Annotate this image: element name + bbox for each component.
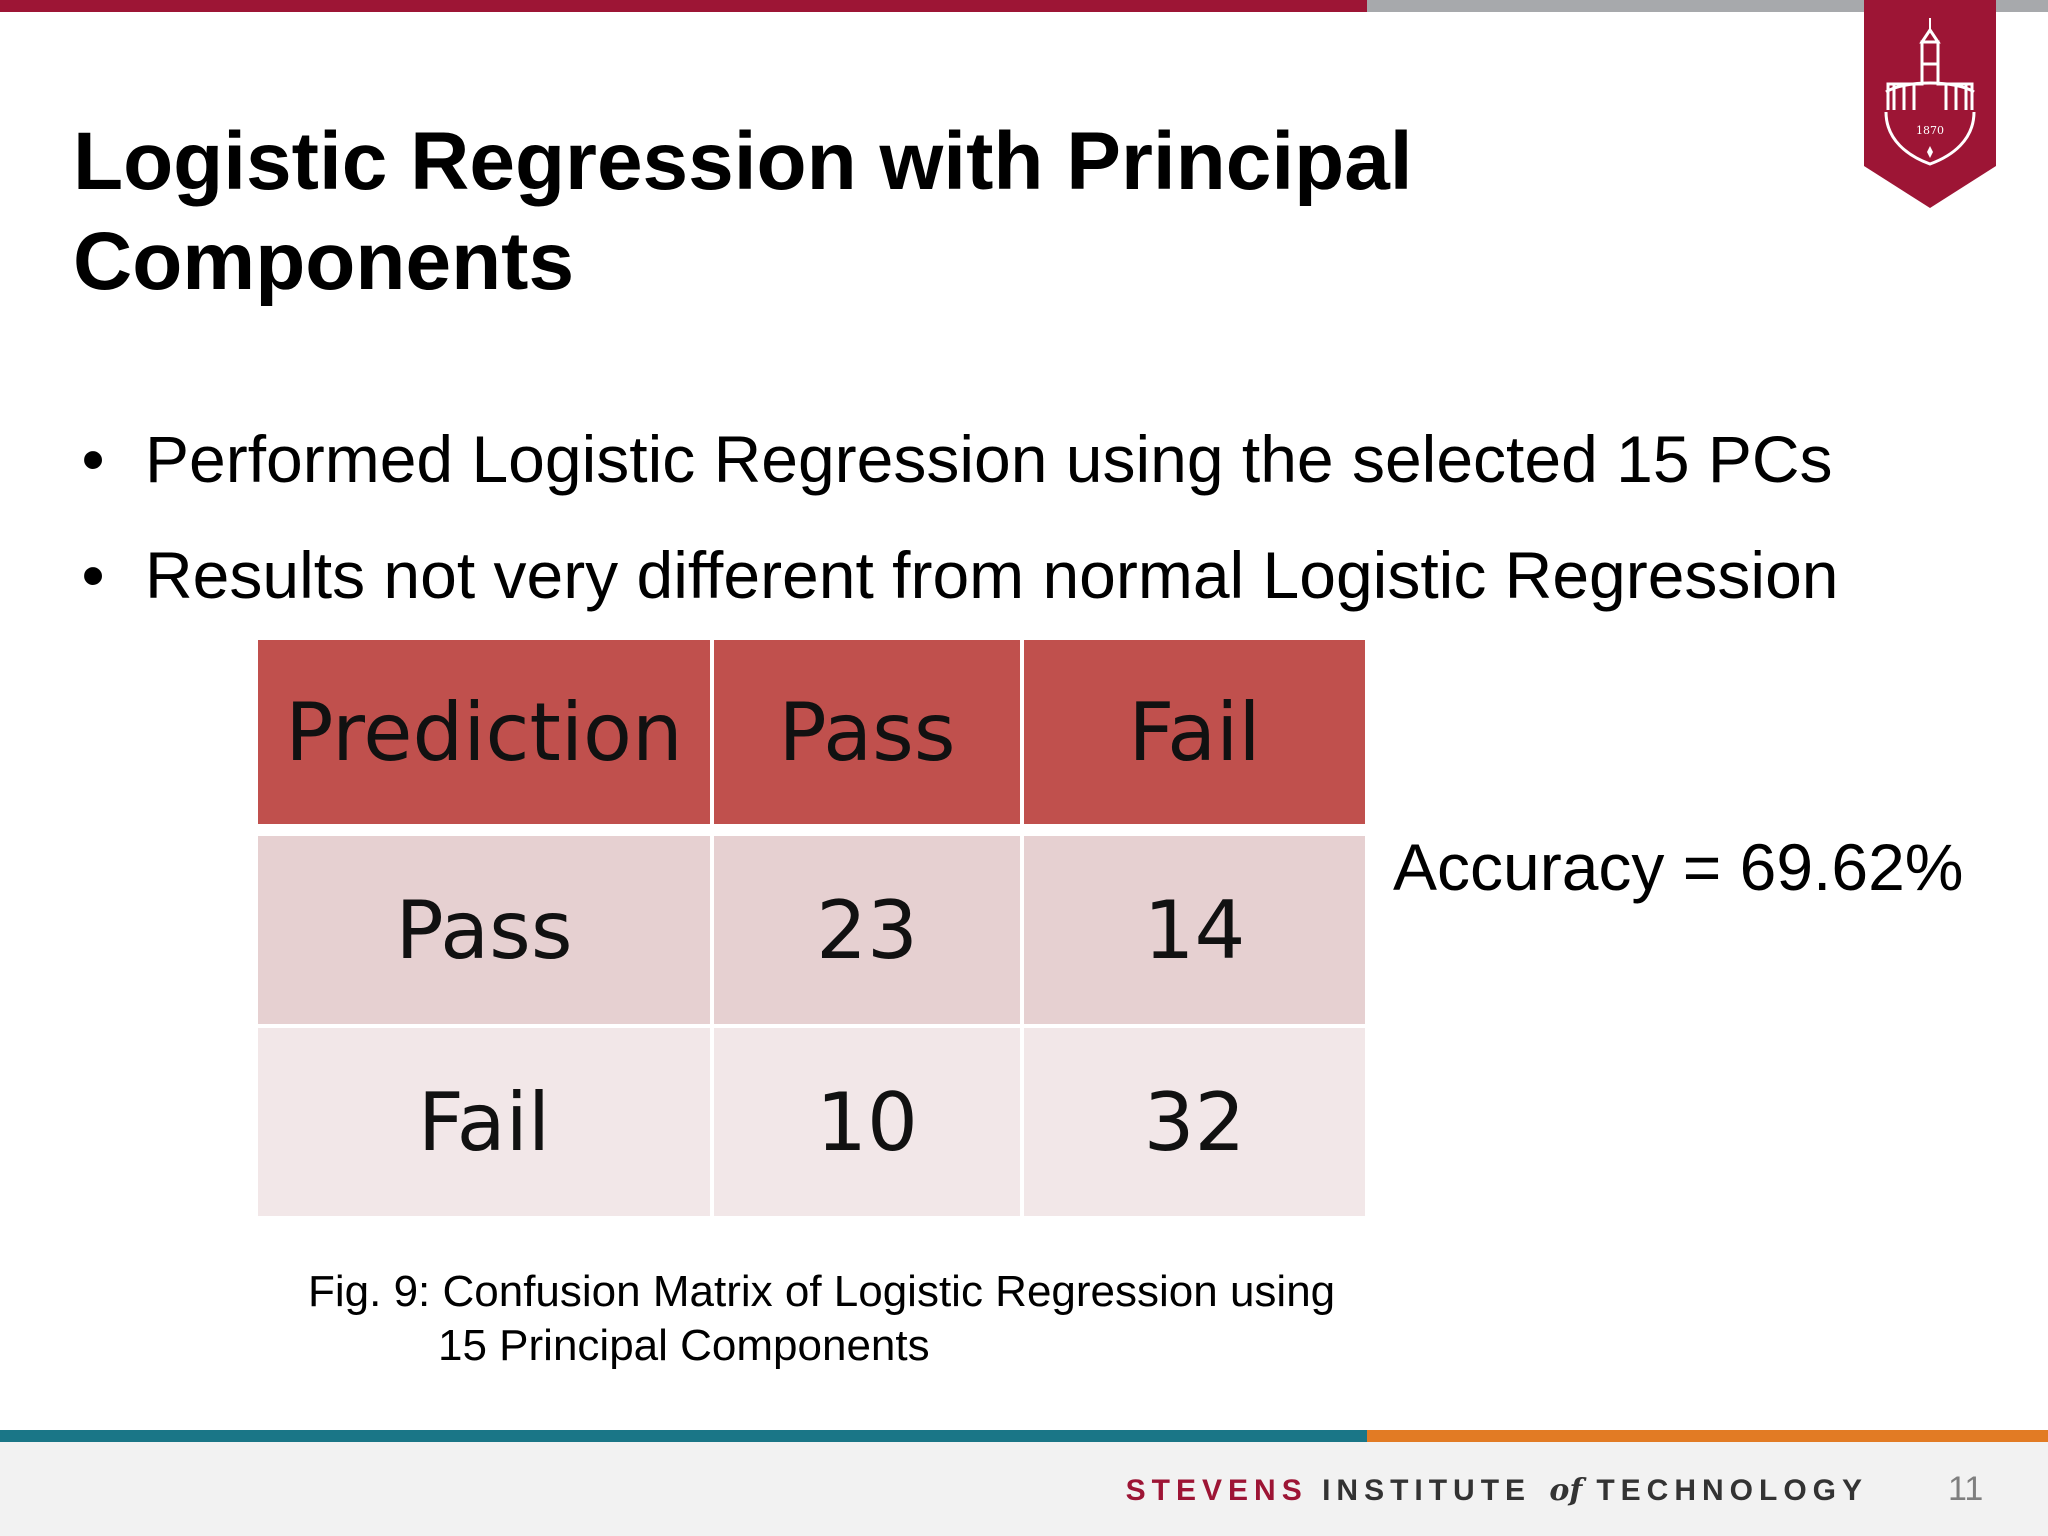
bullet-dot: •: [81, 422, 105, 496]
brand-of: of: [1549, 1473, 1583, 1508]
value-cell: 14: [1024, 836, 1365, 1028]
slide-title: Logistic Regression with Principal Compo…: [73, 116, 1413, 307]
brand-institute: INSTITUTE: [1322, 1474, 1532, 1507]
caption-line-2: 15 Principal Components: [438, 1321, 930, 1370]
bullet-item: • Performed Logistic Regression using the…: [73, 420, 1839, 498]
accuracy-text: Accuracy = 69.62%: [1393, 830, 1964, 904]
header-cell: Fail: [1024, 640, 1365, 836]
brand-technology: TECHNOLOGY: [1596, 1474, 1868, 1507]
bullet-dot: •: [81, 538, 105, 612]
table-row: Pass 23 14: [258, 836, 1365, 1028]
bullet-list: • Performed Logistic Regression using the…: [73, 420, 1839, 652]
value-cell: 10: [714, 1028, 1024, 1216]
confusion-matrix-table: Prediction Pass Fail Pass 23 14 Fail 10 …: [258, 640, 1365, 1216]
row-label-cell: Pass: [258, 836, 714, 1028]
footer-brand-wordmark: STEVENS INSTITUTE of TECHNOLOGY: [1126, 1473, 1868, 1508]
table-row: Fail 10 32: [258, 1028, 1365, 1216]
logo-year: 1870: [1916, 124, 1944, 137]
header-cell: Pass: [714, 640, 1024, 836]
value-cell: 23: [714, 836, 1024, 1028]
bottom-accent-bar-teal: [0, 1430, 1367, 1442]
figure-caption: Fig. 9: Confusion Matrix of Logistic Reg…: [308, 1265, 1408, 1373]
caption-line-1: Fig. 9: Confusion Matrix of Logistic Reg…: [308, 1267, 1336, 1316]
bullet-item: • Results not very different from normal …: [73, 536, 1839, 614]
bullet-text: Performed Logistic Regression using the …: [145, 422, 1833, 496]
page-number: 11: [1948, 1470, 1984, 1508]
brand-stevens: STEVENS: [1125, 1474, 1308, 1507]
bullet-text: Results not very different from normal L…: [145, 538, 1839, 612]
row-label-cell: Fail: [258, 1028, 714, 1216]
table-header-row: Prediction Pass Fail: [258, 640, 1365, 836]
footer-band: [0, 1442, 2048, 1536]
header-cell: Prediction: [258, 640, 714, 836]
stevens-logo-icon: 1870: [1864, 0, 1996, 208]
top-accent-bar-red: [0, 0, 1367, 12]
value-cell: 32: [1024, 1028, 1365, 1216]
bottom-accent-bar-orange: [1367, 1430, 2048, 1442]
